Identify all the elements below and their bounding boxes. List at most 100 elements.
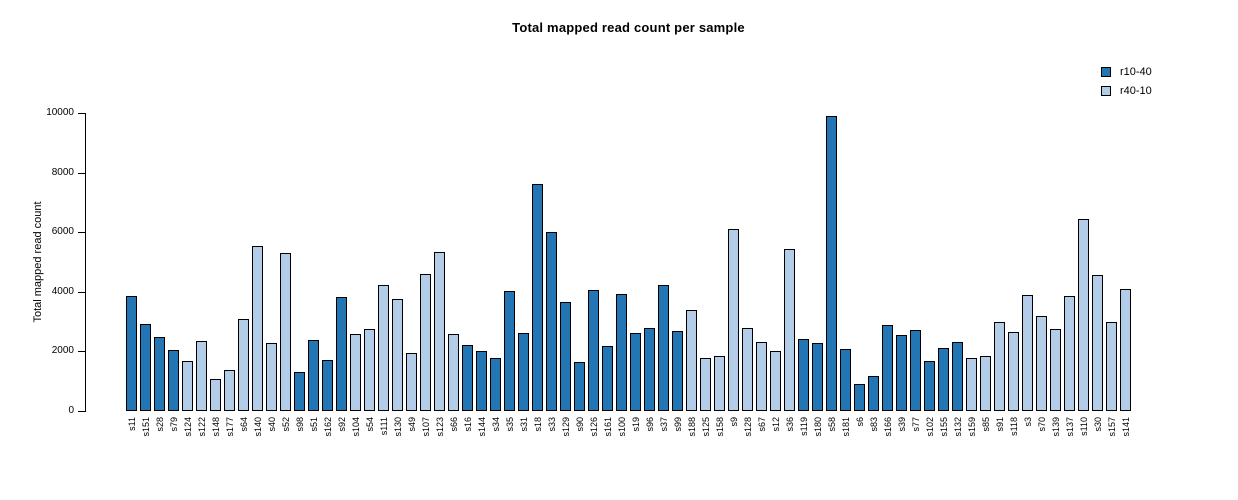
y-axis-tick	[78, 113, 85, 114]
x-tick-label-s151: s151	[140, 417, 151, 437]
x-tick-label-s107: s107	[420, 417, 431, 437]
bar-s96	[644, 328, 655, 411]
bar-s155	[938, 348, 949, 411]
bar-s30	[1092, 275, 1103, 411]
bar-s148	[210, 379, 221, 411]
x-tick-label-s12: s12	[770, 417, 781, 432]
bar-s98	[294, 372, 305, 411]
x-tick-label-s58: s58	[826, 417, 837, 432]
bar-s37	[658, 285, 669, 411]
bar-s110	[1078, 218, 1089, 411]
x-tick-label-s31: s31	[518, 417, 529, 432]
bar-s151	[140, 323, 151, 411]
y-tick-label: 4000	[51, 285, 74, 297]
x-tick-label-s92: s92	[336, 417, 347, 432]
legend-swatch-r10-40	[1101, 66, 1111, 77]
x-tick-label-s16: s16	[462, 417, 473, 432]
legend-swatch-r40-10	[1101, 85, 1111, 96]
x-tick-label-s90: s90	[574, 417, 585, 432]
x-tick-label-s110: s110	[1078, 417, 1089, 436]
bar-s16	[462, 344, 473, 411]
x-tick-label-s132: s132	[952, 417, 963, 437]
bar-s92	[336, 297, 347, 411]
bar-s162	[322, 359, 333, 411]
bar-s85	[980, 355, 991, 411]
x-tick-label-s30: s30	[1092, 417, 1103, 432]
x-tick-label-s11: s11	[126, 417, 137, 431]
y-tick-label: 2000	[51, 345, 74, 357]
bar-s77	[910, 329, 921, 411]
x-tick-label-s36: s36	[784, 417, 795, 432]
bar-s166	[882, 324, 893, 411]
x-tick-label-s180: s180	[812, 417, 823, 437]
x-tick-label-s141: s141	[1120, 417, 1131, 437]
bar-s6	[854, 383, 865, 411]
x-tick-label-s49: s49	[406, 417, 417, 432]
x-tick-label-s18: s18	[532, 417, 543, 432]
x-tick-label-s77: s77	[910, 417, 921, 432]
bar-s181	[840, 349, 851, 411]
bar-s111	[378, 284, 389, 411]
x-tick-label-s128: s128	[742, 417, 753, 437]
y-tick-label: 6000	[51, 226, 74, 238]
bar-s118	[1008, 332, 1019, 411]
legend: r10-40 r40-10	[1101, 62, 1152, 100]
x-tick-label-s166: s166	[882, 417, 893, 437]
bar-s177	[224, 369, 235, 411]
x-tick-label-s3: s3	[1022, 417, 1033, 427]
y-axis-tick	[78, 411, 85, 412]
bar-s35	[504, 290, 515, 411]
x-tick-label-s34: s34	[490, 417, 501, 432]
x-tick-label-s126: s126	[588, 417, 599, 437]
legend-label-r10-40: r10-40	[1120, 65, 1152, 78]
bar-s129	[560, 302, 571, 411]
x-tick-label-s98: s98	[294, 417, 305, 432]
bar-s51	[308, 339, 319, 411]
x-tick-label-s158: s158	[714, 417, 725, 437]
x-tick-label-s137: s137	[1064, 417, 1075, 437]
bar-s52	[280, 253, 291, 411]
x-tick-label-s102: s102	[924, 417, 935, 437]
x-tick-label-s99: s99	[672, 417, 683, 432]
x-tick-label-s91: s91	[994, 417, 1005, 432]
y-axis-title: Total mapped read count	[32, 201, 44, 323]
legend-row-r10-40: r10-40	[1101, 62, 1152, 81]
bar-s104	[350, 333, 361, 411]
x-tick-label-s85: s85	[980, 417, 991, 432]
y-tick-label: 0	[68, 405, 74, 416]
x-tick-label-s104: s104	[350, 417, 361, 437]
bar-s11	[126, 296, 137, 411]
bar-s161	[602, 345, 613, 411]
y-axis-line	[85, 113, 86, 412]
y-axis-tick	[78, 291, 85, 293]
bar-s18	[532, 184, 543, 411]
bar-s70	[1036, 316, 1047, 411]
x-tick-label-s70: s70	[1036, 417, 1047, 432]
x-tick-label-s79: s79	[168, 417, 179, 432]
bar-s91	[994, 321, 1005, 411]
bar-s102	[924, 360, 935, 411]
bar-s141	[1120, 288, 1131, 411]
bar-s83	[868, 375, 879, 411]
x-tick-label-s161: s161	[602, 417, 613, 437]
x-tick-label-s37: s37	[658, 417, 669, 432]
bar-s31	[518, 332, 529, 411]
bar-s124	[182, 360, 193, 411]
bar-s99	[672, 331, 683, 411]
bar-s34	[490, 357, 501, 411]
x-tick-label-s144: s144	[476, 417, 487, 437]
y-axis-tick	[78, 172, 85, 174]
legend-row-r40-10: r40-10	[1101, 81, 1152, 100]
bar-s144	[476, 350, 487, 411]
x-tick-label-s162: s162	[322, 417, 333, 437]
bar-s54	[364, 328, 375, 411]
x-tick-label-s54: s54	[364, 417, 375, 432]
x-tick-label-s124: s124	[182, 417, 193, 437]
x-tick-label-s39: s39	[896, 417, 907, 432]
x-tick-label-s67: s67	[756, 417, 767, 432]
y-tick-label: 8000	[51, 166, 74, 178]
x-tick-label-s177: s177	[224, 417, 235, 437]
x-tick-label-s64: s64	[238, 417, 249, 432]
bar-s36	[784, 248, 795, 411]
